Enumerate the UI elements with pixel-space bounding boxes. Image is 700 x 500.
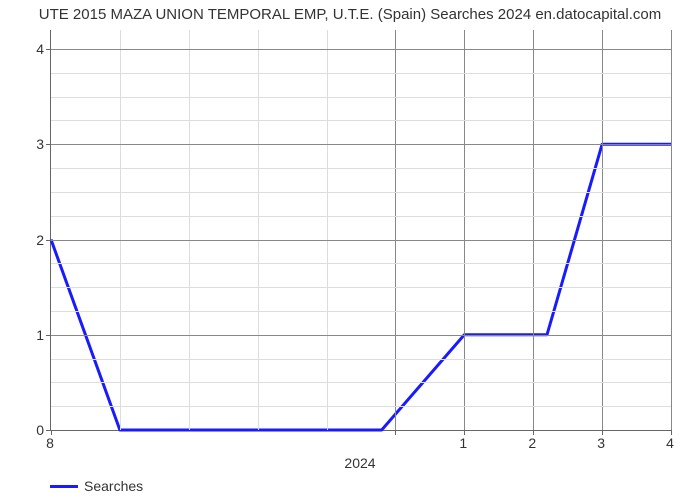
plot-area <box>50 30 671 431</box>
x-tick-label: 2 <box>528 435 536 451</box>
x-tick-label: 1 <box>459 435 467 451</box>
x-tick-label: 8 <box>46 435 54 451</box>
y-tick-label: 1 <box>36 327 44 343</box>
series-line <box>51 30 671 430</box>
chart-container: UTE 2015 MAZA UNION TEMPORAL EMP, U.T.E.… <box>0 0 700 500</box>
legend: Searches <box>50 478 143 494</box>
legend-label: Searches <box>84 478 143 494</box>
y-tick-label: 4 <box>36 41 44 57</box>
x-tick-label: 4 <box>666 435 674 451</box>
x-axis-label: 2024 <box>344 455 375 471</box>
y-tick-label: 3 <box>36 136 44 152</box>
y-tick-label: 0 <box>36 422 44 438</box>
y-tick-label: 2 <box>36 232 44 248</box>
chart-title: UTE 2015 MAZA UNION TEMPORAL EMP, U.T.E.… <box>0 6 700 23</box>
legend-swatch <box>50 485 78 488</box>
x-tick-label: 3 <box>597 435 605 451</box>
